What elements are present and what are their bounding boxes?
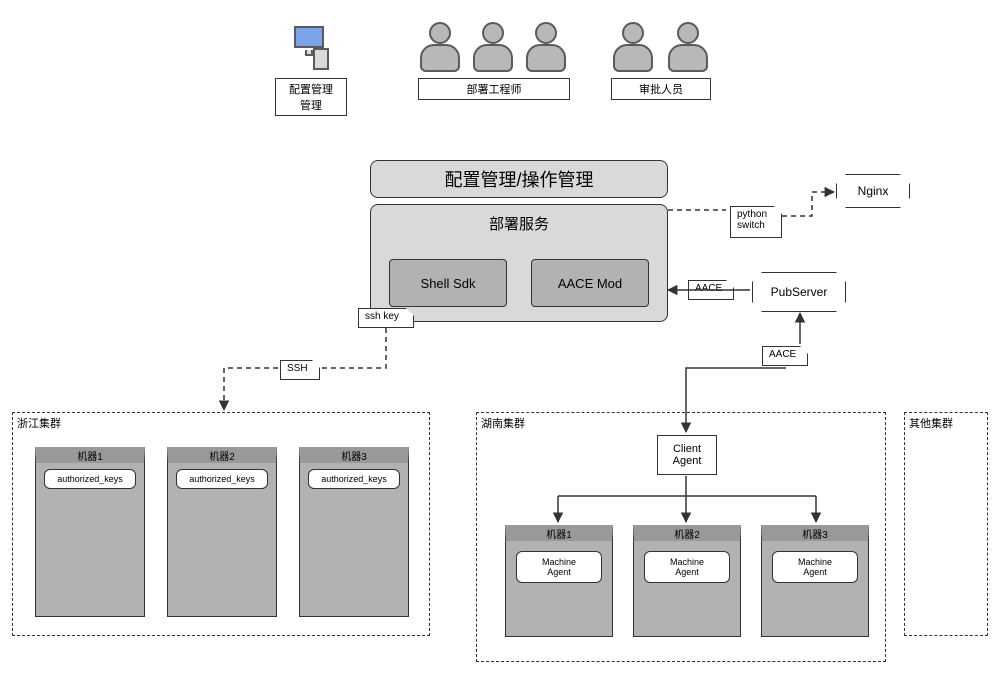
machine-name: 机器1 — [36, 448, 144, 463]
ssh-tag: SSH — [280, 360, 320, 380]
aace-tag-1: AACE — [688, 280, 734, 300]
machine-inner: Machine Agent — [644, 551, 730, 583]
aace-tag-2: AACE — [762, 346, 808, 366]
machine-box: 机器1 Machine Agent — [505, 525, 613, 637]
client-agent-node: Client Agent — [657, 435, 717, 475]
machine-inner: authorized_keys — [176, 469, 268, 489]
person-icon — [666, 22, 710, 77]
diagram-canvas: 配置管理 管理 部署工程师 审批人员 配置管理/操作管理 部署服务 Shell … — [0, 0, 1000, 682]
cluster-other: 其他集群 — [904, 412, 988, 636]
machine-name: 机器1 — [506, 526, 612, 541]
ssh-key-tag: ssh key — [358, 308, 414, 328]
person-icon — [418, 22, 462, 77]
python-switch-tag: python switch — [730, 206, 782, 238]
machine-inner: authorized_keys — [44, 469, 136, 489]
nginx-node: Nginx — [836, 174, 910, 208]
machine-inner: authorized_keys — [308, 469, 400, 489]
person-icon — [611, 22, 655, 77]
cluster-hunan: 湖南集群 Client Agent 机器1 Machine Agent 机器2 … — [476, 412, 886, 662]
machine-box: 机器3 authorized_keys — [299, 447, 409, 617]
computer-icon — [287, 26, 333, 72]
pubserver-node: PubServer — [752, 272, 846, 312]
config-mgmt-label: 配置管理 管理 — [275, 78, 347, 116]
machine-box: 机器2 authorized_keys — [167, 447, 277, 617]
machine-name: 机器3 — [300, 448, 408, 463]
machine-box: 机器3 Machine Agent — [761, 525, 869, 637]
cluster-other-title: 其他集群 — [909, 415, 953, 431]
shell-sdk-module: Shell Sdk — [389, 259, 507, 307]
cluster-zhejiang-title: 浙江集群 — [17, 415, 61, 431]
person-icon — [471, 22, 515, 77]
cluster-hunan-title: 湖南集群 — [481, 415, 525, 431]
deploy-engineer-label: 部署工程师 — [418, 78, 570, 100]
deploy-service-box: 部署服务 Shell Sdk AACE Mod — [370, 204, 668, 322]
machine-inner: Machine Agent — [772, 551, 858, 583]
machine-name: 机器3 — [762, 526, 868, 541]
person-icon — [524, 22, 568, 77]
cluster-zhejiang: 浙江集群 机器1 authorized_keys 机器2 authorized_… — [12, 412, 430, 636]
deploy-service-title: 部署服务 — [371, 213, 667, 234]
machine-inner: Machine Agent — [516, 551, 602, 583]
machine-name: 机器2 — [634, 526, 740, 541]
config-operate-title: 配置管理/操作管理 — [370, 160, 668, 198]
machine-name: 机器2 — [168, 448, 276, 463]
aace-mod-module: AACE Mod — [531, 259, 649, 307]
machine-box: 机器1 authorized_keys — [35, 447, 145, 617]
machine-box: 机器2 Machine Agent — [633, 525, 741, 637]
approver-label: 审批人员 — [611, 78, 711, 100]
